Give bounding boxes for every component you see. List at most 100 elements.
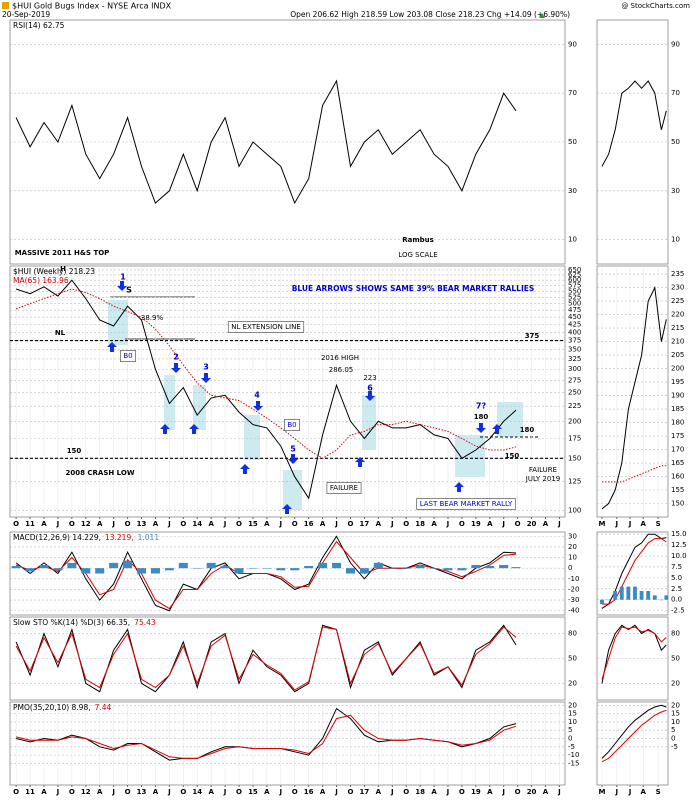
logo bbox=[2, 2, 9, 9]
series-line bbox=[15, 279, 517, 500]
annotation: 5 bbox=[290, 445, 296, 454]
up-arrow bbox=[240, 464, 250, 474]
y-tick-label: 200 bbox=[671, 365, 684, 373]
x-tick-label: A bbox=[320, 788, 326, 796]
y-tick-label: 175 bbox=[568, 435, 581, 443]
histogram-bar bbox=[81, 568, 91, 574]
y-tick-label: 10 bbox=[568, 236, 577, 244]
y-tick-label: 170 bbox=[671, 446, 684, 454]
histogram-bar bbox=[429, 568, 439, 569]
x-tick-label: A bbox=[543, 788, 549, 796]
y-tick-label: 195 bbox=[671, 378, 684, 386]
histogram-bar bbox=[39, 564, 49, 569]
y-tick-label: 325 bbox=[568, 355, 581, 363]
y-tick-label: 225 bbox=[671, 297, 684, 305]
y-tick-label: 50 bbox=[671, 655, 680, 663]
y-tick-label: 190 bbox=[671, 392, 684, 400]
x-tick-label: A bbox=[487, 520, 493, 528]
histogram-bar bbox=[652, 595, 657, 600]
annotation: B0 bbox=[287, 421, 296, 429]
x-tick-label: O bbox=[347, 788, 353, 796]
y-tick-label: 10 bbox=[568, 554, 577, 562]
panel bbox=[596, 19, 669, 265]
down-arrow bbox=[201, 373, 211, 383]
x-tick-label: J bbox=[279, 788, 283, 796]
x-tick-label: O bbox=[125, 788, 131, 796]
x-tick-label: 15 bbox=[248, 520, 258, 528]
x-tick-label: J bbox=[167, 520, 171, 528]
x-tick-label: O bbox=[459, 788, 465, 796]
legend-entry: PMO(35,20,10) 8.98, bbox=[13, 703, 91, 712]
y-tick-label: 600 bbox=[568, 276, 581, 284]
x-tick-label: O bbox=[515, 520, 521, 528]
histogram-bar bbox=[415, 566, 425, 569]
legend-entry: Slow STO %K(14) %D(3) 66.35, bbox=[13, 618, 130, 627]
x-tick-label: 13 bbox=[137, 788, 147, 796]
x-tick-label: A bbox=[41, 788, 47, 796]
x-tick-label: A bbox=[641, 520, 647, 528]
y-tick-label: 70 bbox=[671, 89, 680, 97]
level-label: 375 bbox=[525, 332, 540, 340]
annotation: MASSIVE 2011 H&S TOP bbox=[15, 249, 110, 257]
x-tick-label: A bbox=[487, 788, 493, 796]
y-tick-label: 200 bbox=[568, 417, 581, 425]
y-tick-label: 15 bbox=[568, 710, 577, 718]
x-tick-label: A bbox=[320, 520, 326, 528]
x-tick-label: 20 bbox=[527, 788, 537, 796]
series-line bbox=[601, 533, 667, 609]
y-tick-label: 5 bbox=[568, 726, 572, 734]
x-tick-label: J bbox=[334, 520, 338, 528]
x-tick-label: O bbox=[69, 788, 75, 796]
x-tick-label: O bbox=[180, 788, 186, 796]
y-tick-label: 80 bbox=[568, 630, 577, 638]
y-tick-label: 50 bbox=[568, 138, 577, 146]
y-tick-label: 150 bbox=[568, 454, 581, 462]
y-tick-label: -5 bbox=[671, 743, 678, 751]
histogram-bar bbox=[600, 599, 604, 605]
highlight-box bbox=[244, 415, 260, 460]
histogram-bar bbox=[262, 568, 272, 569]
down-arrow bbox=[117, 281, 127, 291]
y-tick-label: 30 bbox=[671, 187, 680, 195]
x-tick-label: O bbox=[13, 520, 19, 528]
x-tick-label: S bbox=[656, 788, 661, 796]
y-tick-label: 650 bbox=[568, 266, 581, 274]
histogram-bar bbox=[359, 568, 369, 574]
legend-entry: 13.219, bbox=[105, 533, 134, 542]
y-tick-label: -2.5 bbox=[671, 607, 685, 615]
x-tick-label: J bbox=[56, 520, 60, 528]
x-tick-label: O bbox=[347, 520, 353, 528]
highlight-box bbox=[455, 435, 485, 477]
y-tick-label: -40 bbox=[568, 607, 579, 615]
annotation: S bbox=[126, 286, 132, 295]
series-line bbox=[15, 79, 517, 205]
y-tick-label: 0 bbox=[671, 735, 675, 743]
y-tick-label: 225 bbox=[568, 402, 581, 410]
x-tick-label: A bbox=[208, 520, 214, 528]
x-tick-label: 12 bbox=[81, 788, 91, 796]
y-tick-label: 250 bbox=[568, 389, 581, 397]
chart-title: $HUI Gold Bugs Index - NYSE Arca INDX bbox=[12, 2, 172, 11]
y-tick-label: 20 bbox=[568, 679, 577, 687]
y-tick-label: 400 bbox=[568, 328, 581, 336]
y-tick-label: 7.5 bbox=[671, 563, 682, 571]
y-tick-label: 12.5 bbox=[671, 541, 687, 549]
histogram-bar bbox=[206, 562, 216, 569]
y-tick-label: 210 bbox=[671, 338, 684, 346]
y-tick-label: 235 bbox=[671, 270, 684, 278]
histogram-bar bbox=[499, 564, 509, 569]
annotation: 4 bbox=[254, 391, 260, 400]
x-tick-label: A bbox=[376, 788, 382, 796]
down-arrow bbox=[476, 423, 486, 433]
highlight-box bbox=[362, 395, 376, 450]
histogram-bar bbox=[318, 562, 328, 569]
histogram-bar bbox=[606, 599, 611, 601]
x-tick-label: A bbox=[97, 788, 103, 796]
annotation: 223 bbox=[363, 374, 376, 382]
histogram-bar bbox=[457, 568, 467, 571]
x-tick-label: O bbox=[515, 788, 521, 796]
histogram-bar bbox=[619, 586, 624, 600]
down-arrow bbox=[171, 363, 181, 373]
histogram-bar bbox=[248, 568, 258, 569]
